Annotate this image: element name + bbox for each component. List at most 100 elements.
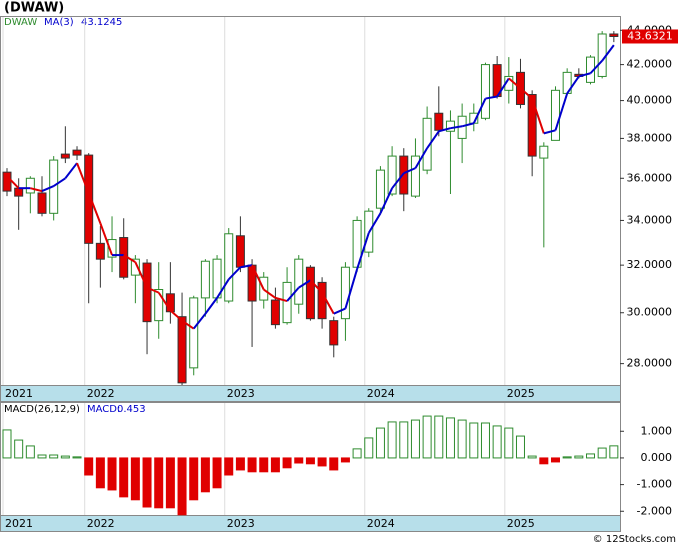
candle-body — [597, 33, 607, 77]
macd-bar — [492, 425, 502, 459]
candle-body — [329, 320, 339, 346]
ma-segment — [426, 130, 440, 149]
candle-body — [294, 258, 304, 305]
candle-body — [107, 239, 117, 258]
macd-bar — [130, 457, 140, 501]
y-tick-label: 32.0000 — [627, 258, 673, 271]
macd-bar — [49, 454, 59, 459]
macd-bar — [259, 457, 269, 473]
macd-bar — [410, 419, 420, 459]
ma-segment — [251, 264, 265, 290]
macd-bar — [387, 421, 397, 459]
macd-bar — [399, 421, 409, 459]
ma-segment — [403, 167, 416, 175]
ma-segment — [485, 95, 498, 100]
x-tick-label: 2021 — [5, 387, 33, 400]
chart-title: (DWAW) — [4, 1, 64, 16]
y-tick-label: 36.0000 — [627, 171, 673, 184]
macd-bar — [574, 455, 584, 459]
x-tick-label: 2022 — [87, 387, 115, 400]
candle-body — [480, 64, 490, 119]
candle-body — [282, 281, 292, 324]
candle-body — [422, 117, 432, 171]
candle-body — [224, 233, 234, 302]
candle-body — [177, 316, 187, 384]
x-tick-label: 2023 — [227, 387, 255, 400]
ma-segment — [367, 212, 382, 234]
candle-body — [539, 145, 549, 159]
ma-segment — [157, 292, 172, 312]
ma-segment — [344, 268, 359, 309]
macd-bar — [37, 454, 47, 459]
candle-body — [72, 149, 82, 156]
macd-bar — [445, 417, 455, 459]
macd-bar — [142, 457, 152, 508]
ma-segment — [309, 279, 323, 294]
candle-body — [434, 112, 444, 131]
ma-segment — [99, 222, 113, 256]
macd-bar — [422, 415, 432, 459]
y-tick-label: 42.0000 — [627, 58, 673, 71]
legend-macd-value: 0.453 — [117, 404, 146, 415]
y-tick-label: 0.000 — [641, 451, 673, 464]
macd-bar — [550, 457, 560, 463]
ma-segment — [134, 261, 148, 289]
ma-segment — [169, 309, 183, 322]
y-tick-label: 30.0000 — [627, 306, 673, 319]
x-tick-label: 2021 — [5, 517, 33, 530]
ma-segment — [263, 288, 276, 299]
macd-bar — [469, 422, 479, 459]
candle-body — [154, 289, 164, 322]
ma-segment — [450, 125, 463, 130]
candle-body — [317, 281, 327, 320]
candle-body — [375, 169, 385, 209]
ma-segment — [228, 266, 242, 281]
ma-segment — [531, 98, 545, 134]
ma-segment — [298, 279, 311, 289]
legend-macd-label: MACD: — [87, 404, 120, 415]
ma-segment — [578, 72, 591, 78]
ma-segment — [76, 162, 90, 194]
ma-segment — [589, 60, 603, 74]
ma-segment — [554, 93, 569, 131]
candle-body — [387, 155, 397, 195]
macd-bar — [2, 429, 12, 459]
legend-macd: MACD(26,12,9) — [4, 404, 80, 415]
candle-body — [2, 171, 12, 192]
candle-body — [37, 192, 47, 214]
ma-segment — [414, 147, 428, 169]
ma-segment — [30, 187, 43, 193]
macd-bar — [60, 455, 70, 459]
legend-ma-value: 43.1245 — [81, 17, 122, 28]
macd-bar — [527, 455, 537, 459]
macd-bar — [14, 439, 24, 459]
macd-bar — [107, 457, 117, 491]
macd-bar — [457, 419, 467, 459]
footer: © 12Stocks.com — [593, 534, 676, 545]
macd-bar — [329, 457, 339, 471]
ma-segment — [64, 162, 78, 179]
candle-body — [200, 260, 210, 299]
ma-segment — [496, 77, 510, 98]
x-strip — [0, 385, 621, 402]
ma-segment — [123, 254, 136, 264]
ma-segment — [461, 122, 475, 128]
last-price-box — [622, 29, 678, 44]
candle-body — [527, 94, 537, 157]
x-tick-label: 2023 — [227, 517, 255, 530]
macd-bar — [340, 457, 350, 463]
macd-bar — [212, 457, 222, 489]
ma-segment — [286, 286, 300, 302]
ma-segment — [472, 98, 487, 124]
candle-body — [235, 235, 245, 268]
macd-bar — [480, 422, 490, 459]
macd-bar — [119, 457, 129, 498]
candle-body — [84, 154, 94, 244]
ma-segment — [87, 192, 102, 224]
macd-bar — [189, 457, 199, 501]
macd-bar — [562, 456, 572, 459]
y-tick-label: 40.0000 — [627, 94, 673, 107]
macd-bar — [375, 427, 385, 459]
ma-segment — [146, 286, 160, 294]
last-price: 43.6321 — [627, 29, 673, 42]
